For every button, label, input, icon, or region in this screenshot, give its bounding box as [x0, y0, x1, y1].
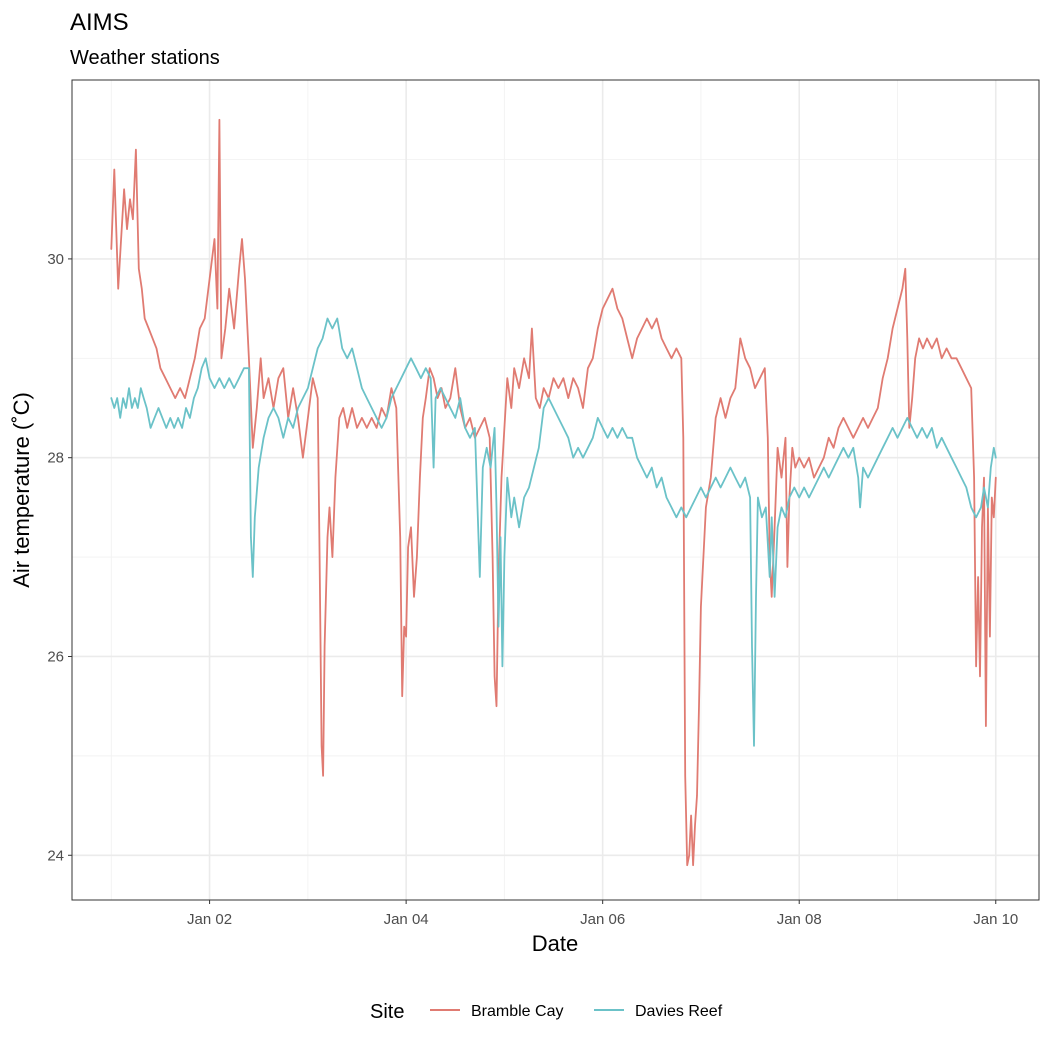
y-axis: 24 26 28 30	[47, 251, 72, 864]
x-axis: Jan 02 Jan 04 Jan 06 Jan 08 Jan 10	[187, 900, 1018, 928]
y-tick-label: 26	[47, 648, 64, 665]
chart-subtitle: Weather stations	[70, 47, 220, 69]
series-line-bramble-cay	[110, 118, 997, 867]
y-tick-label: 30	[47, 251, 64, 268]
legend-title: Site	[370, 1001, 404, 1023]
chart-title: AIMS	[70, 9, 129, 36]
legend: Site Bramble Cay Davies Reef	[370, 1001, 723, 1023]
plot-border	[71, 79, 1040, 901]
x-tick-label: Jan 10	[973, 911, 1018, 928]
y-tick-label: 24	[47, 847, 64, 864]
y-tick-label: 28	[47, 450, 64, 467]
y-axis-title: Air temperature (˚C)	[9, 392, 34, 588]
legend-label-bramble-cay: Bramble Cay	[471, 1003, 563, 1020]
x-tick-label: Jan 08	[777, 911, 822, 928]
series-lines	[110, 118, 997, 867]
legend-label-davies-reef: Davies Reef	[635, 1003, 723, 1020]
x-tick-label: Jan 04	[384, 911, 429, 928]
x-tick-label: Jan 02	[187, 911, 232, 928]
x-axis-title: Date	[532, 931, 578, 956]
minor-gridlines	[72, 80, 1039, 900]
plot-panel	[72, 80, 1039, 900]
x-tick-label: Jan 06	[580, 911, 625, 928]
series-line-davies-reef	[110, 317, 997, 747]
